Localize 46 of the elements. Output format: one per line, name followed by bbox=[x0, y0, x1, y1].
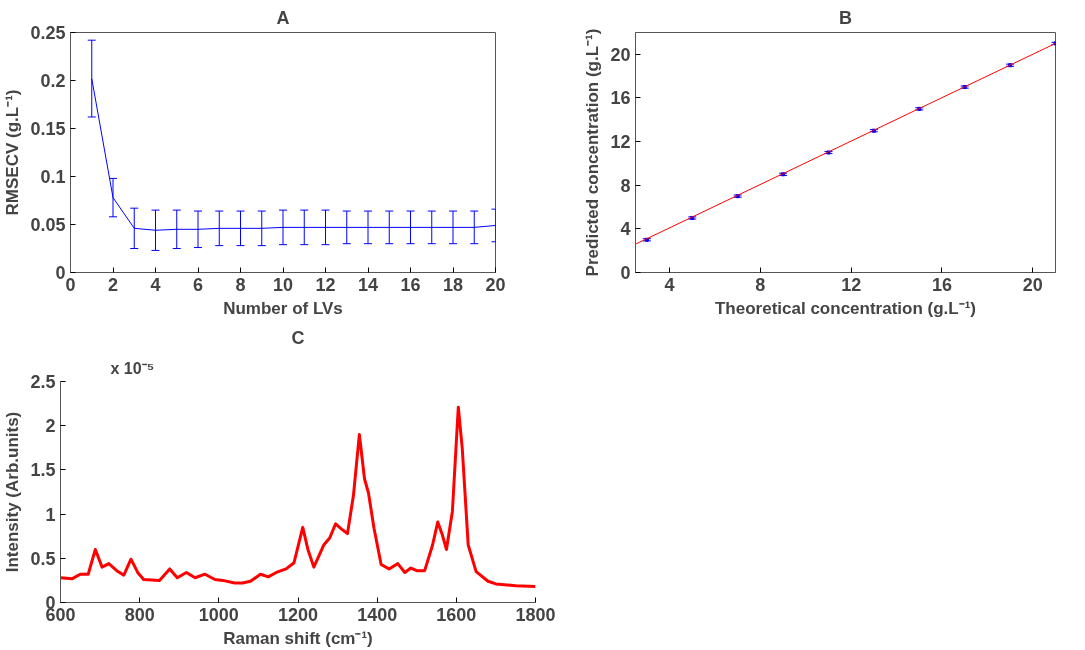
x-tick-label: 8 bbox=[235, 274, 246, 295]
chart-title: B bbox=[839, 7, 852, 28]
chart-title: C bbox=[291, 327, 305, 348]
x-tick-label: 16 bbox=[931, 274, 953, 295]
x-tick-label: 20 bbox=[485, 274, 506, 295]
x-tick-label: 12 bbox=[841, 274, 862, 295]
x-tick-label: 1800 bbox=[515, 604, 556, 625]
y-tick-label: 0.25 bbox=[30, 23, 66, 43]
y-tick-label: 0.5 bbox=[30, 548, 56, 569]
y-tick-label: 0.15 bbox=[30, 119, 66, 139]
y-axis-title: Intensity (Arb.units) bbox=[3, 411, 23, 573]
x-tick-label: 12 bbox=[315, 274, 336, 295]
chart-title: A bbox=[276, 7, 290, 28]
y-tick-label: 0.05 bbox=[30, 215, 66, 235]
text: x 10⁻⁵ bbox=[110, 359, 155, 377]
x-tick-label: 1400 bbox=[357, 604, 398, 625]
y-tick-label: 20 bbox=[610, 44, 631, 65]
x-tick-label: 800 bbox=[124, 604, 155, 625]
y-tick-label: 0.2 bbox=[40, 71, 66, 91]
x-tick-label: 8 bbox=[755, 274, 766, 295]
y-axis-title: Predicted concentration (g.L⁻¹) bbox=[583, 28, 603, 277]
y-tick-label: 16 bbox=[610, 88, 631, 109]
y-tick-label: 12 bbox=[610, 132, 631, 153]
x-tick-label: 16 bbox=[400, 274, 421, 295]
x-tick-label: 2 bbox=[107, 274, 119, 295]
x-tick-label: 1600 bbox=[436, 604, 477, 625]
y-tick-label: 2 bbox=[45, 416, 56, 437]
y-tick-label: 0.1 bbox=[40, 167, 66, 187]
x-axis-title: Theoretical concentration (g.L⁻¹) bbox=[714, 298, 977, 318]
x-axis-title: Raman shift (cm⁻¹) bbox=[223, 628, 373, 648]
y-tick-label: 8 bbox=[620, 175, 631, 196]
x-tick-label: 18 bbox=[442, 274, 464, 295]
x-tick-label: 6 bbox=[192, 274, 204, 295]
x-tick-label: 1000 bbox=[198, 604, 239, 625]
x-tick-label: 4 bbox=[150, 274, 161, 295]
x-tick-label: 10 bbox=[272, 274, 294, 295]
y-axis-title: RMSECV (g.L⁻¹) bbox=[3, 89, 23, 216]
y-tick-label: 1 bbox=[45, 504, 56, 525]
y-tick-label: 2.5 bbox=[30, 372, 56, 392]
x-tick-label: 4 bbox=[664, 274, 675, 295]
y-tick-label: 1.5 bbox=[30, 460, 56, 481]
y-tick-label: 4 bbox=[620, 219, 631, 240]
x-tick-label: 14 bbox=[357, 274, 379, 295]
x-axis-title: Number of LVs bbox=[223, 298, 343, 318]
x-tick-label: 1200 bbox=[277, 604, 319, 625]
x-tick-label: 20 bbox=[1022, 274, 1043, 295]
